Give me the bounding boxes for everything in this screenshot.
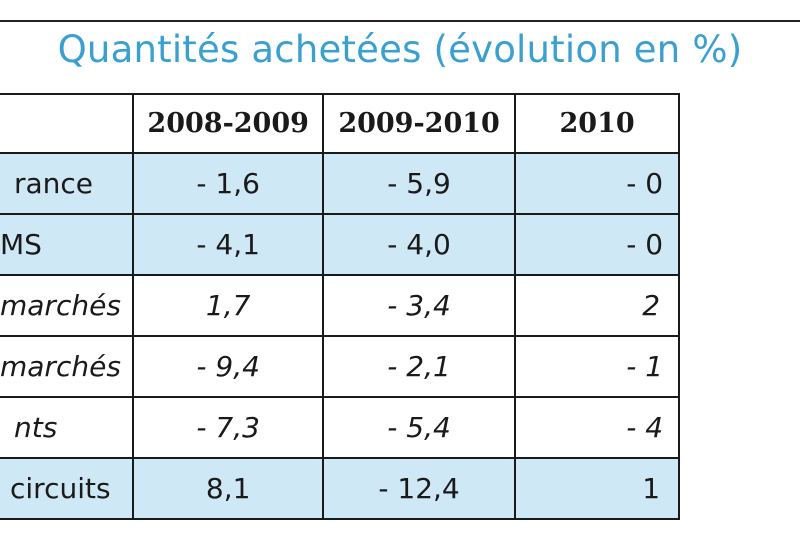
table-cell: - 0 — [514, 213, 680, 276]
header-cell-2010: 2010 — [514, 93, 680, 154]
header-cell-empty — [0, 93, 135, 154]
quantities-table: 2008-2009 2009-2010 2010 rance - 1,6 - 5… — [0, 93, 680, 520]
row-label-text: marchés — [0, 289, 121, 322]
table-cell: 1 — [514, 457, 680, 520]
table-cell: - 1,6 — [132, 152, 324, 215]
header-cell-2008-2009: 2008-2009 — [132, 93, 324, 154]
row-label: nts — [0, 396, 135, 459]
table-cell: 2 — [514, 274, 680, 337]
row-label: marchés — [0, 274, 135, 337]
table-cell: 1,7 — [132, 274, 324, 337]
top-rule — [0, 20, 800, 22]
table-cell: - 9,4 — [132, 335, 324, 398]
table-row: marchés - 9,4 - 2,1 - 1 — [0, 335, 680, 398]
table-cell: - 1 — [514, 335, 680, 398]
table-row: MS - 4,1 - 4,0 - 0 — [0, 213, 680, 276]
row-label-text: circuits — [10, 472, 111, 505]
table-cell: - 7,3 — [132, 396, 324, 459]
header-row: 2008-2009 2009-2010 2010 — [0, 93, 680, 154]
table-cell: - 4 — [514, 396, 680, 459]
table-row: rance - 1,6 - 5,9 - 0 — [0, 152, 680, 215]
row-label-text: MS — [0, 228, 42, 261]
row-label-text: nts — [14, 411, 58, 444]
row-label-text: marchés — [0, 350, 121, 383]
row-label: MS — [0, 213, 135, 276]
row-label: circuits — [0, 457, 135, 520]
table-title: Quantités achetées (évolution en %) — [57, 28, 743, 71]
header-cell-2009-2010: 2009-2010 — [321, 93, 517, 154]
row-label: rance — [0, 152, 135, 215]
table-cell: - 4,1 — [132, 213, 324, 276]
table-row: circuits 8,1 - 12,4 1 — [0, 457, 680, 520]
table-cell: 8,1 — [132, 457, 324, 520]
table-cell: - 4,0 — [321, 213, 517, 276]
table-cell: - 5,4 — [321, 396, 517, 459]
table-row: marchés 1,7 - 3,4 2 — [0, 274, 680, 337]
table-cell: - 5,9 — [321, 152, 517, 215]
table-cell: - 12,4 — [321, 457, 517, 520]
table-cell: - 2,1 — [321, 335, 517, 398]
row-label: marchés — [0, 335, 135, 398]
table-row: nts - 7,3 - 5,4 - 4 — [0, 396, 680, 459]
table-cell: - 0 — [514, 152, 680, 215]
row-label-text: rance — [14, 167, 94, 200]
table-cell: - 3,4 — [321, 274, 517, 337]
